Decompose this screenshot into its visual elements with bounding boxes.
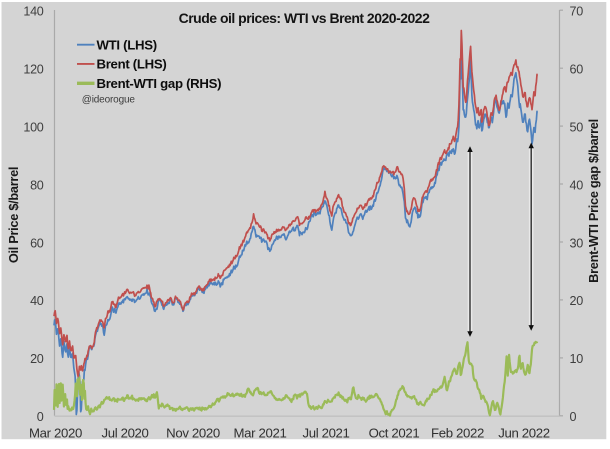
svg-text:140: 140 — [23, 5, 43, 19]
svg-text:80: 80 — [30, 178, 44, 192]
svg-text:0: 0 — [570, 410, 577, 424]
svg-text:Brent-WTI Price gap $/barrel: Brent-WTI Price gap $/barrel — [586, 119, 601, 283]
svg-text:10: 10 — [570, 352, 584, 366]
svg-text:@ideorogue: @ideorogue — [82, 94, 136, 105]
svg-text:Jul 2021: Jul 2021 — [302, 426, 349, 441]
svg-text:Oil Price $/barrel: Oil Price $/barrel — [6, 167, 21, 263]
svg-text:40: 40 — [30, 294, 44, 308]
svg-text:Oct 2021: Oct 2021 — [369, 426, 420, 441]
svg-text:Feb 2022: Feb 2022 — [431, 426, 484, 441]
svg-text:70: 70 — [570, 5, 584, 19]
svg-text:20: 20 — [30, 352, 44, 366]
svg-text:Brent (LHS): Brent (LHS) — [97, 57, 167, 72]
svg-text:Jul 2020: Jul 2020 — [101, 426, 148, 441]
svg-text:100: 100 — [23, 120, 43, 134]
svg-text:Jun 2022: Jun 2022 — [498, 426, 549, 441]
svg-text:Mar 2021: Mar 2021 — [234, 426, 287, 441]
svg-text:20: 20 — [570, 294, 584, 308]
svg-text:50: 50 — [570, 120, 584, 134]
svg-text:Brent-WTI gap (RHS): Brent-WTI gap (RHS) — [97, 76, 222, 91]
svg-text:120: 120 — [23, 63, 43, 77]
svg-text:Nov 2020: Nov 2020 — [166, 426, 220, 441]
svg-text:WTI (LHS): WTI (LHS) — [97, 37, 157, 52]
svg-text:60: 60 — [30, 236, 44, 250]
svg-text:40: 40 — [570, 178, 584, 192]
svg-text:Mar 2020: Mar 2020 — [29, 426, 82, 441]
svg-text:60: 60 — [570, 63, 584, 77]
svg-text:Crude oil prices: WTI vs Brent: Crude oil prices: WTI vs Brent 2020-2022 — [179, 10, 430, 26]
svg-text:0: 0 — [37, 410, 44, 424]
svg-text:30: 30 — [570, 236, 584, 250]
